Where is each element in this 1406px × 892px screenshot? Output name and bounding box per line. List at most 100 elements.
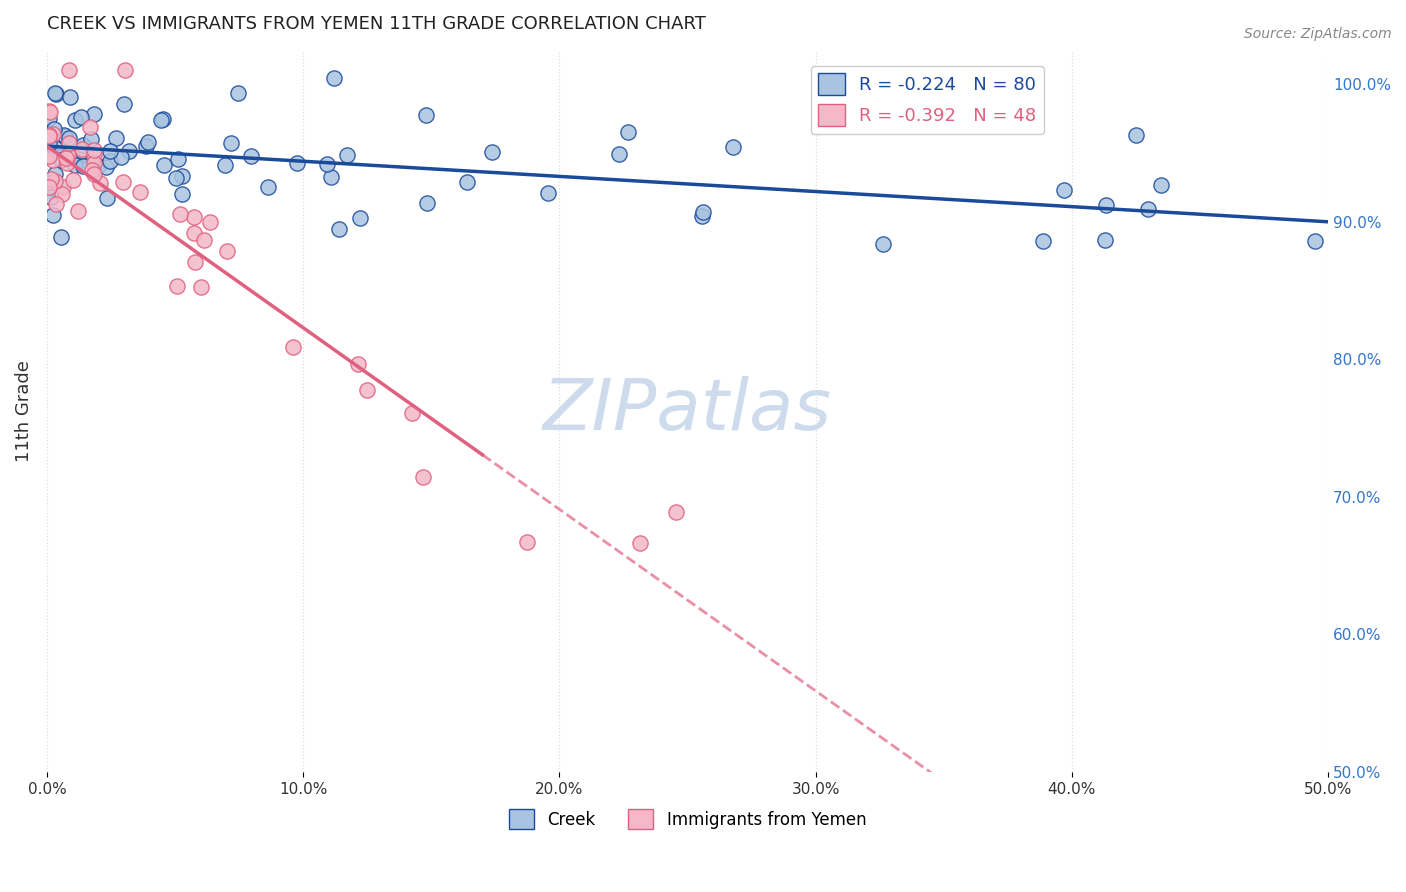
Point xyxy=(692,204,714,219)
Point xyxy=(1137,202,1160,216)
Point xyxy=(184,255,207,269)
Point xyxy=(114,63,136,78)
Point xyxy=(226,86,249,100)
Point xyxy=(316,156,339,170)
Point xyxy=(328,222,350,236)
Point xyxy=(336,148,359,162)
Point xyxy=(41,208,63,222)
Point xyxy=(152,112,174,127)
Point xyxy=(281,340,304,354)
Point xyxy=(66,204,89,219)
Point xyxy=(70,110,93,124)
Point xyxy=(665,505,688,519)
Point xyxy=(63,158,86,172)
Point xyxy=(134,139,156,153)
Point xyxy=(100,154,122,169)
Point xyxy=(118,144,141,158)
Point xyxy=(1032,235,1054,249)
Point xyxy=(349,211,371,225)
Point xyxy=(401,406,423,420)
Point xyxy=(1125,128,1147,142)
Point xyxy=(1094,233,1116,247)
Point xyxy=(80,131,103,145)
Point xyxy=(38,128,60,142)
Point xyxy=(38,128,60,142)
Point xyxy=(104,130,127,145)
Point xyxy=(153,158,176,172)
Point xyxy=(257,179,280,194)
Point xyxy=(39,190,62,204)
Point xyxy=(83,107,105,121)
Point xyxy=(49,153,72,168)
Point xyxy=(872,236,894,251)
Point xyxy=(1150,178,1173,192)
Point xyxy=(83,156,105,170)
Point xyxy=(323,71,346,86)
Point xyxy=(70,144,93,158)
Point xyxy=(166,278,188,293)
Text: Source: ZipAtlas.com: Source: ZipAtlas.com xyxy=(1244,27,1392,41)
Point xyxy=(128,185,150,199)
Point xyxy=(415,108,437,122)
Point xyxy=(83,147,105,161)
Point xyxy=(55,151,77,165)
Point xyxy=(38,127,60,141)
Point xyxy=(169,207,191,221)
Point xyxy=(62,173,84,187)
Point xyxy=(49,150,72,164)
Point xyxy=(44,174,66,188)
Point xyxy=(65,112,87,127)
Point xyxy=(51,186,73,201)
Point xyxy=(72,160,94,174)
Point xyxy=(38,136,60,150)
Point xyxy=(607,147,630,161)
Text: ZIPatlas: ZIPatlas xyxy=(543,376,832,445)
Point xyxy=(321,170,343,185)
Point xyxy=(356,383,378,397)
Point xyxy=(481,145,503,160)
Point xyxy=(183,226,205,240)
Point xyxy=(110,150,132,164)
Point xyxy=(193,233,215,247)
Point xyxy=(39,172,62,186)
Point xyxy=(49,230,72,244)
Point xyxy=(42,153,65,167)
Point xyxy=(38,148,60,162)
Point xyxy=(89,176,111,190)
Point xyxy=(416,195,439,210)
Point xyxy=(170,169,193,184)
Point xyxy=(56,156,79,170)
Point xyxy=(112,97,135,112)
Point xyxy=(214,158,236,172)
Point xyxy=(42,180,65,194)
Text: CREEK VS IMMIGRANTS FROM YEMEN 11TH GRADE CORRELATION CHART: CREEK VS IMMIGRANTS FROM YEMEN 11TH GRAD… xyxy=(46,15,706,33)
Point xyxy=(44,141,66,155)
Point xyxy=(44,86,66,100)
Point xyxy=(167,153,190,167)
Point xyxy=(285,156,308,170)
Point xyxy=(41,127,63,141)
Point xyxy=(58,131,80,145)
Point xyxy=(58,137,80,152)
Point xyxy=(45,87,67,101)
Point xyxy=(190,280,212,294)
Y-axis label: 11th Grade: 11th Grade xyxy=(15,360,32,462)
Point xyxy=(537,186,560,200)
Point xyxy=(83,143,105,157)
Point xyxy=(94,161,117,175)
Point xyxy=(240,149,263,163)
Legend: Creek, Immigrants from Yemen: Creek, Immigrants from Yemen xyxy=(502,802,873,836)
Point xyxy=(70,142,93,156)
Point xyxy=(42,122,65,136)
Point xyxy=(52,180,75,194)
Point xyxy=(86,159,108,173)
Point xyxy=(347,357,370,371)
Point xyxy=(215,244,238,259)
Point xyxy=(38,103,60,118)
Point xyxy=(138,135,160,149)
Point xyxy=(49,147,72,161)
Point xyxy=(165,170,187,185)
Point xyxy=(617,125,640,139)
Point xyxy=(59,89,82,103)
Point xyxy=(53,128,76,142)
